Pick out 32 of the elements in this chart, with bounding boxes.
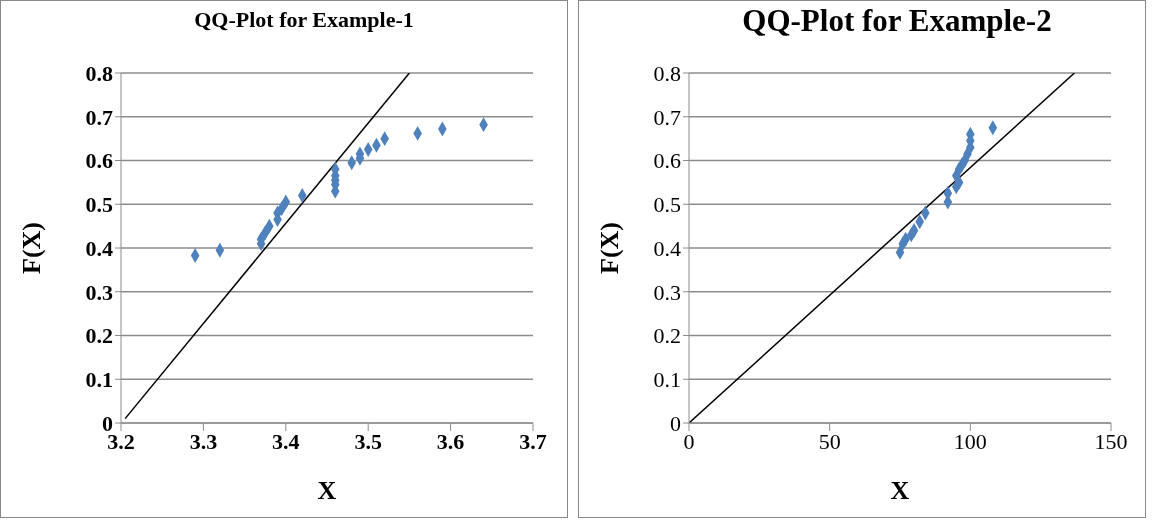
x-tick-label: 50 (818, 428, 841, 454)
y-tick-label: 0.7 (85, 104, 113, 130)
y-axis-title: F(X) (595, 222, 625, 274)
x-tick-label: 3.5 (354, 428, 382, 454)
x-tick-label: 3.6 (436, 428, 465, 454)
y-tick-label: 0 (670, 410, 681, 436)
y-tick-label: 0.3 (653, 279, 681, 305)
x-axis-title: X (890, 476, 910, 505)
y-tick-label: 0.2 (653, 323, 681, 349)
x-tick-label: 3.3 (189, 428, 218, 454)
y-tick-label: 0.8 (653, 60, 681, 86)
y-tick-label: 0.6 (653, 148, 681, 174)
y-tick-label: 0.6 (85, 148, 113, 174)
y-tick-label: 0.2 (85, 323, 113, 349)
y-tick-label: 0.1 (85, 367, 113, 393)
y-tick-label: 0 (102, 410, 113, 436)
y-axis-title: F(X) (17, 222, 47, 274)
y-tick-label: 0.3 (85, 279, 113, 305)
chart-title: QQ-Plot for Example-2 (741, 3, 1053, 39)
x-tick-label: 150 (1094, 428, 1128, 454)
y-tick-label: 0.4 (85, 235, 113, 261)
y-tick-label: 0.1 (653, 367, 681, 393)
chart-title: QQ-Plot for Example-1 (193, 7, 415, 33)
x-axis-title: X (317, 476, 337, 505)
x-tick-label: 3.7 (519, 428, 547, 454)
y-tick-label: 0.4 (653, 235, 681, 261)
y-tick-label: 0.5 (85, 192, 113, 218)
y-tick-label: 0.8 (85, 60, 113, 86)
x-tick-label: 3.4 (272, 428, 300, 454)
x-tick-label: 100 (953, 428, 987, 454)
y-tick-label: 0.5 (653, 192, 681, 218)
y-tick-label: 0.7 (653, 104, 681, 130)
